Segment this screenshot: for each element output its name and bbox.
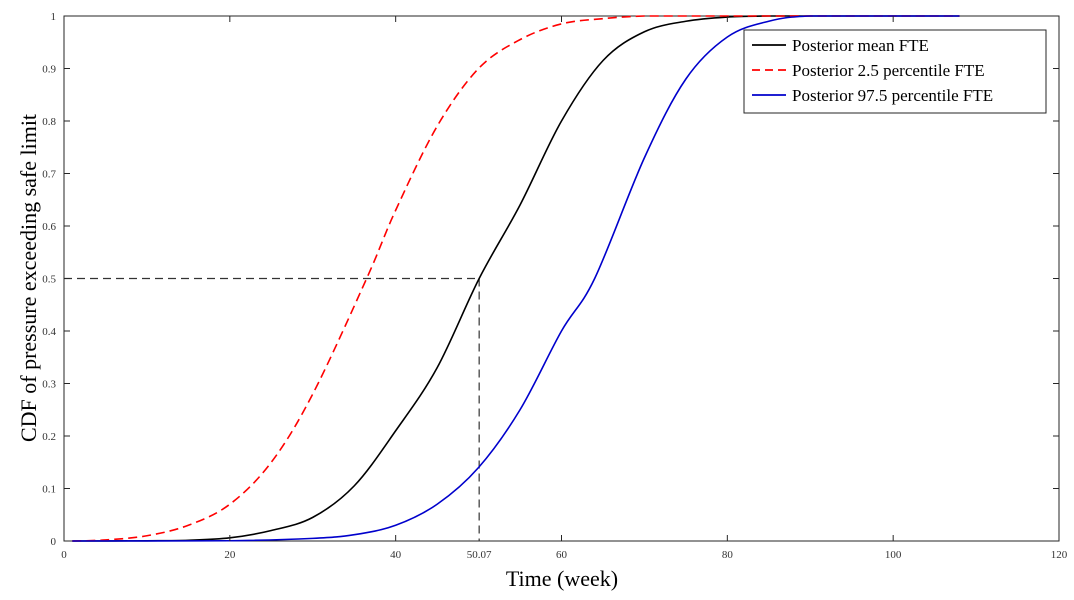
y-tick-label: 0.6: [42, 221, 56, 233]
y-tick-label: 1: [51, 11, 57, 23]
y-tick-label: 0.4: [42, 326, 56, 338]
y-tick-label: 0.5: [42, 274, 56, 286]
x-tick-label: 120: [1051, 549, 1068, 561]
x-tick-label: 20: [224, 549, 236, 561]
x-axis-title: Time (week): [506, 566, 618, 591]
legend-label: Posterior 97.5 percentile FTE: [792, 86, 993, 105]
x-tick-label: 0: [61, 549, 67, 561]
y-tick-label: 0.9: [42, 64, 56, 76]
y-tick-label: 0.1: [42, 484, 56, 496]
y-axis: 0 0.1 0.2 0.3 0.4 0.5 0.6 0.7 0.8 0.9 1: [42, 11, 1059, 548]
y-tick-label: 0.7: [42, 169, 56, 181]
x-tick-label: 100: [885, 549, 902, 561]
reference-lines: 50.07: [64, 277, 492, 561]
y-tick-label: 0.2: [42, 431, 56, 443]
series-line-3: [72, 15, 960, 542]
legend: Posterior mean FTE Posterior 2.5 percenti…: [743, 29, 1047, 114]
x-tick-label: 80: [722, 549, 734, 561]
x-tick-label: 40: [390, 549, 402, 561]
legend-label: Posterior 2.5 percentile FTE: [792, 61, 985, 80]
y-tick-label: 0: [51, 536, 57, 548]
reference-x-label: 50.07: [467, 549, 492, 561]
x-tick-label: 60: [556, 549, 568, 561]
x-axis: 0 20 40 60 80 100 120: [61, 16, 1068, 561]
y-tick-label: 0.3: [42, 379, 56, 391]
legend-box: [743, 29, 1047, 114]
y-tick-label: 0.8: [42, 116, 56, 128]
y-axis-title: CDF of pressure exceeding safe limit: [16, 114, 41, 442]
legend-label: Posterior mean FTE: [792, 36, 929, 55]
